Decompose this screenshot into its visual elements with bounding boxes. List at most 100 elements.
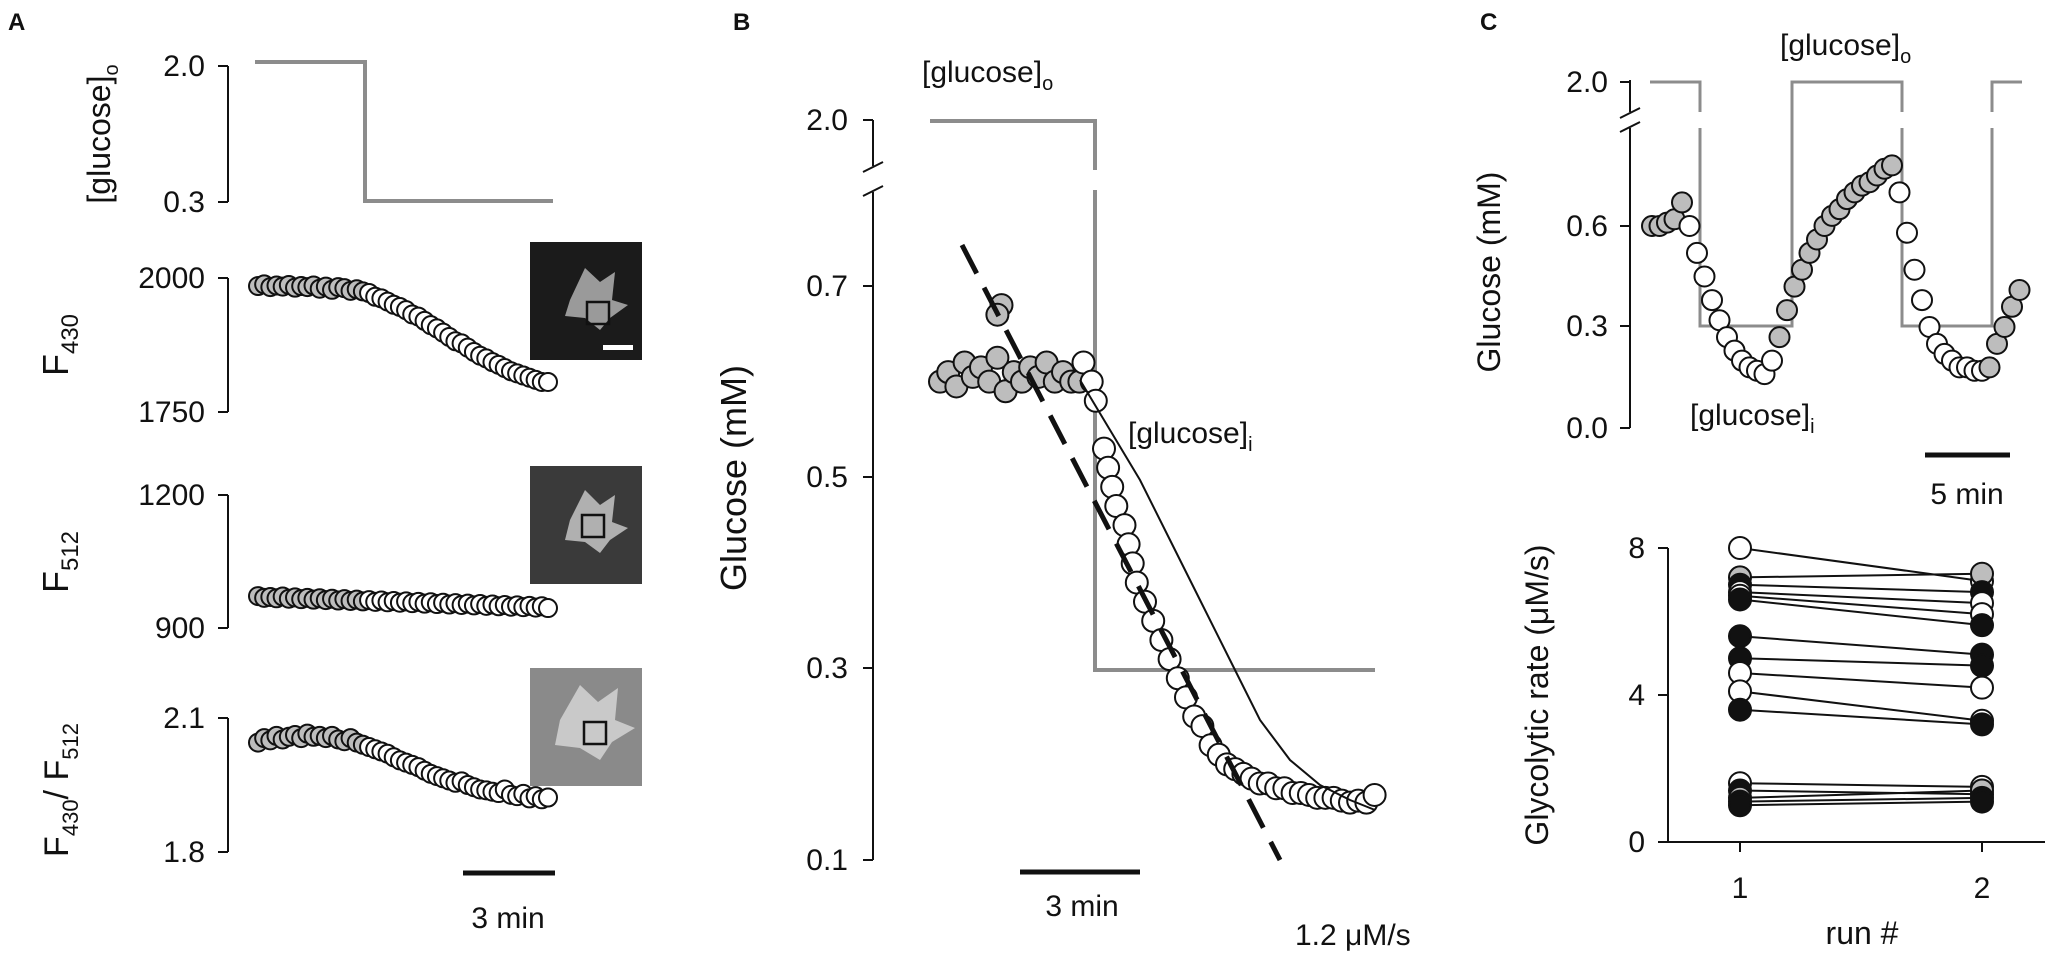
panel-c-bottom-ytick-0: 0 [1628, 826, 1645, 859]
panel-c-bottom-pair-line [1739, 782, 1983, 788]
panel-c-top-point [1978, 356, 2001, 379]
panel-c-top-point [1881, 154, 1903, 177]
panel-c-top-point [1671, 191, 1693, 214]
panel-a-scale-label: 3 min [471, 902, 544, 935]
panel-c-bottom-point-run1 [1728, 697, 1752, 722]
panel-c-top-point [1896, 221, 1918, 244]
panel-a-ratio-image [530, 668, 642, 786]
panel-b-glucose-i-label: [glucose]i [1128, 417, 1253, 456]
panel-c-bottom-point-run1 [1728, 793, 1752, 818]
panel-a-f512-tick-bottom: 900 [155, 612, 205, 645]
panel-c-bottom-point-run2 [1970, 712, 1994, 737]
panel-c-bottom-xtick-1: 1 [1732, 872, 1749, 905]
panel-b-glucose-stimulus [930, 119, 1097, 170]
panel-a-glucose-trace [255, 60, 553, 203]
panel-c-top-y-axis: 2.0 0.6 0.3 0.0 [1566, 66, 1641, 445]
panel-c-top-point [1993, 316, 2016, 338]
panel-a-letter: A [8, 9, 25, 36]
panel-a-f430-points [248, 274, 558, 392]
panel-b-points [928, 293, 1387, 815]
panel-c-bottom-pair-line [1739, 591, 1983, 605]
panel-c-glucose-stimulus-low-1 [1698, 80, 1904, 328]
panel-b-ytick-0.5: 0.5 [806, 461, 848, 494]
panel-b-fit-curve [1079, 379, 1376, 811]
panel-c-bottom-xtick-2: 2 [1974, 872, 1991, 905]
panel-c-bottom-point-run1 [1728, 536, 1752, 560]
panel-a-glucose-axis: 2.0 0.3 [163, 50, 229, 219]
panel-b-point-white [1362, 782, 1387, 807]
panel-c-top-point [1903, 258, 1926, 281]
panel-a-f430-image [530, 242, 642, 360]
panel-c-bottom-point-run2 [1970, 613, 1994, 638]
panel-c-bottom-pair-line [1739, 796, 1983, 803]
panel-c-top-point [1888, 181, 1911, 204]
panel-c-top-point [2008, 278, 2031, 301]
panel-c-bottom-ytick-4: 4 [1628, 679, 1645, 712]
panel-c-glucose-o-label: [glucose]o [1780, 29, 1911, 68]
panel-c-bottom-point-run2 [1970, 675, 1994, 700]
panel-a-f512-point [538, 598, 558, 619]
panel-b-ytick-0.1: 0.1 [806, 844, 848, 877]
panel-c-top-point [1701, 289, 1723, 312]
panel-c-bottom-pair-line [1739, 789, 1983, 799]
panel-b-ytick-0.7: 0.7 [806, 270, 848, 303]
panel-a-f512-axis: 1200 900 [138, 479, 229, 645]
panel-c-bottom-xlabel: run # [1826, 915, 1899, 951]
panel-b-ytick-0.3: 0.3 [806, 652, 848, 685]
panel-b-ytick-2.0: 2.0 [806, 104, 848, 137]
panel-c-bottom-pair-line [1739, 671, 1983, 689]
panel-a-f512-label: F512 [35, 531, 84, 593]
panel-c-top-point [1693, 265, 1716, 288]
panel-a-f430-point [538, 371, 558, 392]
panel-c-bottom-pair-line [1739, 657, 1983, 667]
panel-c-glucose-stimulus [1650, 80, 1702, 112]
panel-a-f430-tick-top: 2000 [138, 262, 205, 295]
panel-c-top-point [1686, 241, 1708, 264]
panel-c-bottom-pair-line [1739, 594, 1983, 616]
panel-a-ratio-points [248, 723, 558, 810]
panel-c-top-points [1641, 154, 2031, 386]
panel-a-ratio-tick-bottom: 1.8 [163, 836, 205, 869]
panel-c-top-ytick-0.0: 0.0 [1566, 412, 1608, 445]
panel-a-f512-points [248, 586, 558, 619]
panel-c-bottom-point-run1 [1728, 587, 1752, 612]
panel-c-glucose-stimulus-end [1990, 80, 2022, 112]
panel-c-top-point [1678, 215, 1701, 237]
panel-b-fit-line [959, 243, 1283, 862]
panel-a-ratio-axis: 2.1 1.8 [163, 702, 229, 869]
panel-a-ratio-label: F430/ F512 [38, 723, 83, 857]
panel-b-rate-label: 1.2 μM/s [1295, 919, 1411, 952]
panel-a-ratio-point [538, 787, 558, 808]
panel-c-bottom-ylabel: Glycolytic rate (μM/s) [1519, 544, 1555, 845]
panel-b-glucose-stimulus-lower [1093, 190, 1375, 672]
panel-a-glucose-tick-top: 2.0 [163, 50, 205, 83]
panel-c-top-ylabel: Glucose (mM) [1471, 172, 1507, 373]
panel-c-letter: C [1480, 9, 1497, 36]
panel-b-letter: B [733, 9, 750, 36]
panel-c-bottom-pair-line [1739, 789, 1983, 796]
panel-c-bottom-point-run2 [1970, 653, 1994, 678]
panel-a-glucose-label: [glucose]o [81, 64, 123, 203]
panel-c-top-point [1761, 349, 1783, 372]
panel-b-ylabel: Glucose (mM) [713, 365, 754, 591]
panel-c-bottom-point-run1 [1728, 624, 1752, 649]
panel-b-point-gray [985, 345, 1010, 370]
panel-c-bottom-pair-line [1739, 598, 1983, 627]
panel-a-f512-image [530, 466, 642, 584]
panel-c-top-ytick-0.6: 0.6 [1566, 210, 1608, 243]
panel-c-bottom-pair-line [1739, 708, 1983, 726]
panel-b-glucose-o-label: [glucose]o [922, 56, 1053, 95]
panel-a-f430-tick-bottom: 1750 [138, 396, 205, 429]
panel-c-top-ytick-2.0: 2.0 [1566, 66, 1608, 99]
panel-b-scale-label: 3 min [1045, 890, 1118, 923]
panel-a-f430-axis: 2000 1750 [138, 262, 229, 429]
panel-c-bottom-pair-line [1739, 690, 1983, 722]
panel-c-bottom-pair-line [1739, 547, 1983, 583]
panel-c-scale-label: 5 min [1930, 478, 2003, 511]
panel-c-bottom-pair-line [1739, 572, 1983, 579]
panel-c-top-point [1911, 289, 1933, 312]
panel-c-bottom-ytick-8: 8 [1628, 532, 1645, 565]
panel-a-f430-label: F430 [35, 314, 84, 376]
panel-c-top-ytick-0.3: 0.3 [1566, 310, 1608, 343]
